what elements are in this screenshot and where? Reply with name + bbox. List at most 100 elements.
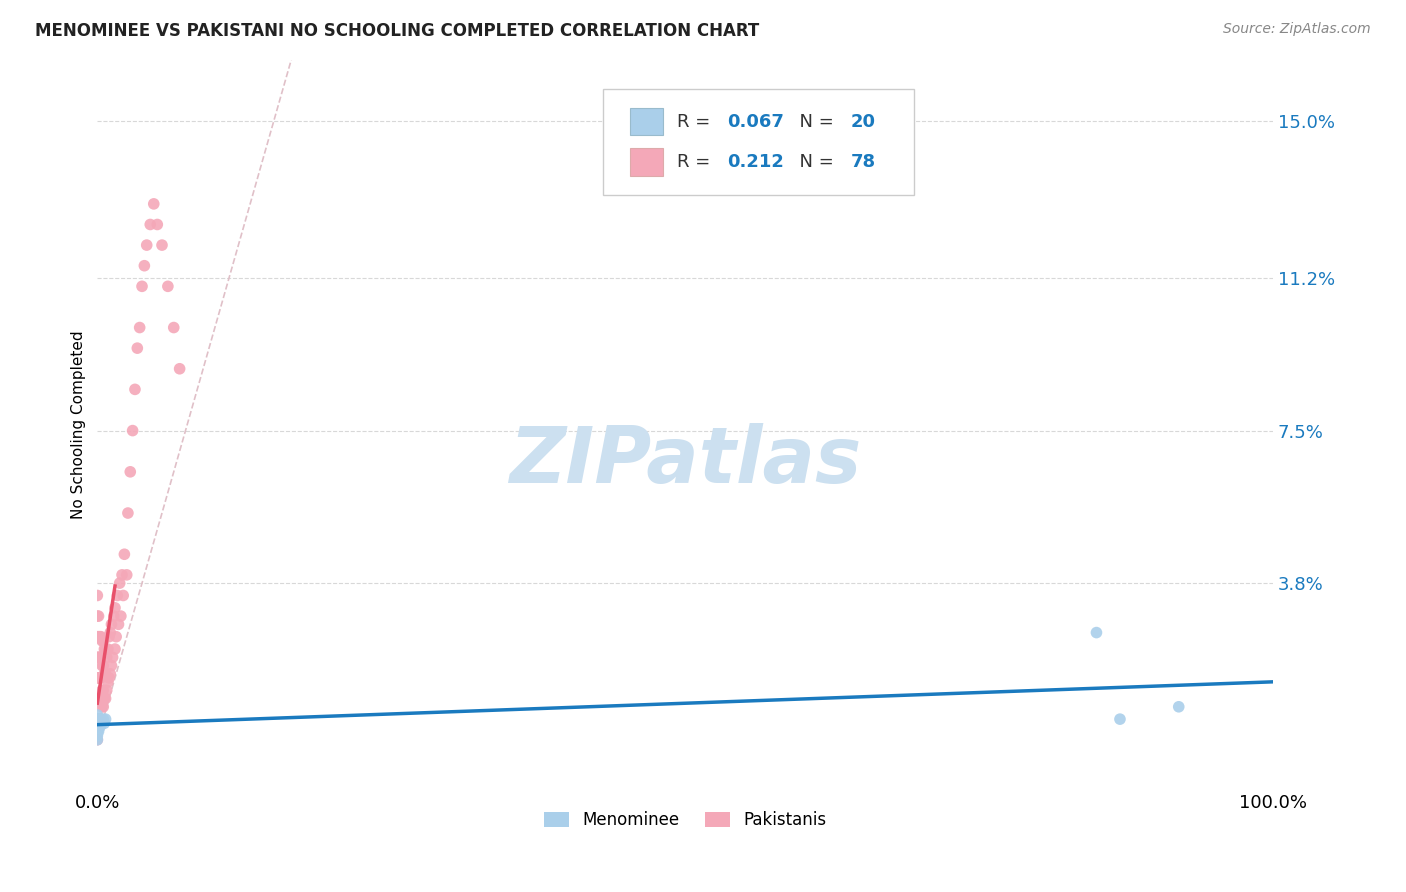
FancyBboxPatch shape bbox=[603, 89, 914, 194]
Point bbox=[142, 197, 165, 211]
Point bbox=[87, 630, 110, 644]
Point bbox=[90, 650, 112, 665]
Point bbox=[127, 341, 149, 355]
Point bbox=[120, 465, 142, 479]
Point bbox=[94, 712, 117, 726]
Point bbox=[111, 567, 134, 582]
Point bbox=[89, 630, 111, 644]
Point bbox=[87, 650, 110, 665]
Legend: Menominee, Pakistanis: Menominee, Pakistanis bbox=[537, 805, 832, 836]
Point bbox=[100, 658, 122, 673]
Point bbox=[94, 642, 117, 657]
Point bbox=[97, 675, 120, 690]
Point bbox=[91, 716, 114, 731]
Point bbox=[89, 650, 111, 665]
Point bbox=[98, 625, 121, 640]
Point bbox=[93, 716, 115, 731]
Point bbox=[91, 712, 114, 726]
Point bbox=[100, 617, 122, 632]
Point bbox=[86, 729, 108, 743]
Text: MENOMINEE VS PAKISTANI NO SCHOOLING COMPLETED CORRELATION CHART: MENOMINEE VS PAKISTANI NO SCHOOLING COMP… bbox=[35, 22, 759, 40]
Point bbox=[90, 630, 112, 644]
Point bbox=[86, 716, 108, 731]
Point bbox=[150, 238, 173, 252]
Text: R =: R = bbox=[676, 112, 716, 130]
Point bbox=[86, 589, 108, 603]
Point bbox=[91, 699, 114, 714]
Point bbox=[124, 383, 146, 397]
Point bbox=[96, 650, 118, 665]
Point bbox=[89, 712, 111, 726]
Point bbox=[91, 633, 114, 648]
Point bbox=[105, 589, 128, 603]
Text: ZIPatlas: ZIPatlas bbox=[509, 423, 862, 499]
Point bbox=[139, 218, 162, 232]
Point bbox=[1167, 699, 1189, 714]
Point bbox=[91, 633, 114, 648]
Point bbox=[105, 630, 128, 644]
Point bbox=[86, 712, 108, 726]
Point bbox=[98, 666, 121, 681]
Point bbox=[146, 218, 169, 232]
Point bbox=[104, 642, 127, 657]
Point bbox=[112, 547, 135, 561]
Point bbox=[1109, 712, 1132, 726]
Point bbox=[89, 712, 111, 726]
Point bbox=[93, 666, 115, 681]
Point bbox=[86, 691, 108, 706]
Point bbox=[169, 361, 191, 376]
Point bbox=[86, 732, 108, 747]
Point bbox=[90, 712, 112, 726]
Point bbox=[156, 279, 179, 293]
Point bbox=[89, 720, 111, 734]
Point bbox=[86, 609, 108, 624]
FancyBboxPatch shape bbox=[630, 108, 662, 136]
Point bbox=[110, 609, 132, 624]
Point bbox=[87, 716, 110, 731]
Text: Source: ZipAtlas.com: Source: ZipAtlas.com bbox=[1223, 22, 1371, 37]
Point bbox=[128, 320, 150, 334]
Point bbox=[98, 630, 121, 644]
Point bbox=[90, 671, 112, 685]
Point bbox=[117, 506, 139, 520]
Point bbox=[90, 716, 112, 731]
Point bbox=[86, 732, 108, 747]
Point bbox=[112, 589, 135, 603]
Point bbox=[134, 259, 156, 273]
Point bbox=[91, 658, 114, 673]
Point bbox=[163, 320, 186, 334]
Point bbox=[1085, 625, 1108, 640]
Point bbox=[135, 238, 157, 252]
Point bbox=[89, 691, 111, 706]
Point bbox=[86, 630, 108, 644]
Point bbox=[101, 650, 124, 665]
Point bbox=[91, 683, 114, 698]
Text: 0.212: 0.212 bbox=[727, 153, 785, 170]
Point bbox=[121, 424, 143, 438]
Point bbox=[86, 712, 108, 726]
Y-axis label: No Schooling Completed: No Schooling Completed bbox=[72, 330, 86, 519]
Point bbox=[96, 683, 118, 698]
Point bbox=[87, 691, 110, 706]
Point bbox=[103, 609, 125, 624]
Text: N =: N = bbox=[789, 153, 839, 170]
Point bbox=[108, 576, 131, 591]
Point bbox=[91, 699, 114, 714]
Text: 0.067: 0.067 bbox=[727, 112, 785, 130]
Point bbox=[98, 671, 121, 685]
Point bbox=[89, 671, 111, 685]
Point bbox=[87, 671, 110, 685]
Point bbox=[94, 666, 117, 681]
Point bbox=[87, 724, 110, 739]
Point bbox=[91, 658, 114, 673]
Point bbox=[86, 671, 108, 685]
Text: N =: N = bbox=[789, 112, 839, 130]
Point bbox=[97, 642, 120, 657]
Text: 20: 20 bbox=[851, 112, 876, 130]
Point bbox=[131, 279, 153, 293]
Point bbox=[93, 691, 115, 706]
Point bbox=[93, 642, 115, 657]
Point bbox=[115, 567, 138, 582]
Text: 78: 78 bbox=[851, 153, 876, 170]
Point bbox=[86, 724, 108, 739]
